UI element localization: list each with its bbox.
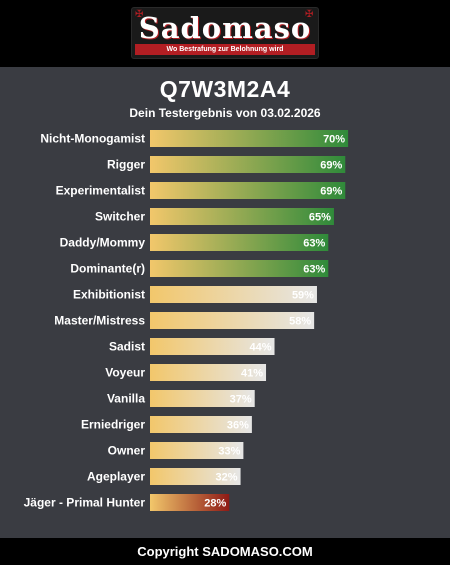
- bar-value-label: 28%: [204, 498, 226, 510]
- chart-row: Voyeur 41%: [105, 364, 267, 381]
- bar-category-label: Erniedriger: [81, 418, 145, 432]
- bar: [150, 390, 255, 407]
- bar-value-label: 59%: [292, 290, 314, 302]
- bar-category-label: Jäger - Primal Hunter: [24, 496, 146, 510]
- logo-wordmark: Sadomaso: [138, 11, 312, 45]
- bar: [150, 416, 252, 433]
- bar-value-label: 37%: [230, 394, 252, 406]
- bar-category-label: Owner: [108, 444, 146, 458]
- chart-row: Owner 33%: [108, 442, 244, 459]
- bar-category-label: Switcher: [95, 210, 145, 224]
- result-code-title: Q7W3M2A4: [159, 76, 291, 102]
- bar-value-label: 63%: [303, 238, 325, 250]
- chart-row: Sadist 44%: [109, 338, 275, 355]
- result-date-subtitle: Dein Testergebnis von 03.02.2026: [129, 106, 321, 120]
- bar-value-label: 65%: [309, 212, 331, 224]
- bar: [150, 260, 329, 277]
- bar-value-label: 41%: [241, 368, 263, 380]
- logo-tagline: Wo Bestrafung zur Belohnung wird: [135, 44, 315, 55]
- bar-value-label: 69%: [320, 186, 342, 198]
- bar-value-label: 32%: [216, 472, 238, 484]
- bar: [150, 364, 267, 381]
- bar-category-label: Rigger: [107, 158, 145, 172]
- bar-value-label: 70%: [323, 134, 345, 146]
- bar: [150, 234, 329, 251]
- bar-value-label: 63%: [303, 264, 325, 276]
- chart-row: Nicht-Monogamist 70%: [40, 130, 349, 147]
- site-logo[interactable]: ✠ ✠ Sadomaso Wo Bestrafung zur Belohnung…: [131, 7, 319, 59]
- chart-row: Exhibitionist 59%: [73, 286, 317, 303]
- bar: [150, 208, 334, 225]
- result-bar-chart: Nicht-Monogamist 70%Rigger 69%Experimental…: [24, 130, 349, 511]
- bar: [150, 442, 244, 459]
- bar-category-label: Exhibitionist: [73, 288, 145, 302]
- chart-row: Switcher 65%: [95, 208, 334, 225]
- chart-row: Rigger 69%: [107, 156, 346, 173]
- bar-category-label: Experimentalist: [56, 184, 145, 198]
- copyright-text: Copyright SADOMASO.COM: [137, 544, 313, 559]
- site-footer: Copyright SADOMASO.COM: [0, 538, 450, 565]
- site-header: ✠ ✠ Sadomaso Wo Bestrafung zur Belohnung…: [0, 0, 450, 67]
- chart-row: Jäger - Primal Hunter 28%: [24, 494, 230, 511]
- chart-row: Master/Mistress 58%: [54, 312, 315, 329]
- chart-row: Experimentalist 69%: [56, 182, 346, 199]
- bar-category-label: Master/Mistress: [54, 314, 145, 328]
- bar-value-label: 36%: [227, 420, 249, 432]
- bar: [150, 494, 230, 511]
- chart-row: Vanilla 37%: [107, 390, 255, 407]
- bar-category-label: Nicht-Monogamist: [40, 132, 145, 146]
- chart-row: Ageplayer 32%: [87, 468, 241, 485]
- bar: [150, 130, 349, 147]
- bar: [150, 338, 275, 355]
- bar: [150, 156, 346, 173]
- bar-category-label: Vanilla: [107, 392, 145, 406]
- bar-category-label: Daddy/Mommy: [60, 236, 146, 250]
- bar-category-label: Voyeur: [105, 366, 145, 380]
- chart-row: Dominante(r) 63%: [70, 260, 329, 277]
- bar-category-label: Dominante(r): [70, 262, 145, 276]
- bar-value-label: 33%: [218, 446, 240, 458]
- bar: [150, 312, 315, 329]
- bar-value-label: 69%: [320, 160, 342, 172]
- bar: [150, 468, 241, 485]
- chart-row: Erniedriger 36%: [81, 416, 252, 433]
- bar-category-label: Ageplayer: [87, 470, 145, 484]
- chart-row: Daddy/Mommy 63%: [60, 234, 329, 251]
- ornament-icon: ✠: [135, 9, 144, 20]
- bar-value-label: 58%: [289, 316, 311, 328]
- bar: [150, 286, 317, 303]
- bar-category-label: Sadist: [109, 340, 145, 354]
- bar: [150, 182, 346, 199]
- bar-value-label: 44%: [249, 342, 271, 354]
- ornament-icon: ✠: [305, 9, 314, 20]
